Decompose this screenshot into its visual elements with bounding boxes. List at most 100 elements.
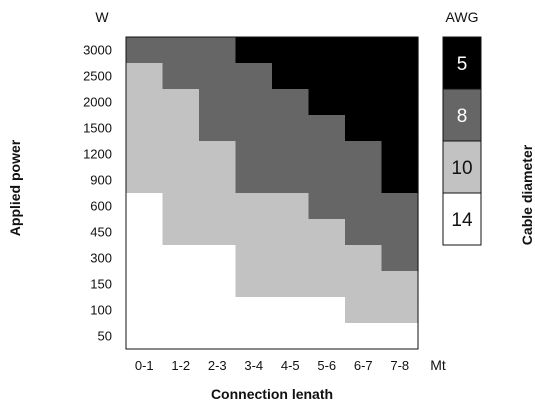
y-tick-label: 600 bbox=[90, 199, 112, 214]
heatmap-cell bbox=[162, 245, 200, 272]
heatmap-cell bbox=[126, 89, 164, 116]
heatmap-cell bbox=[381, 89, 419, 116]
legend-title: AWG bbox=[446, 9, 479, 25]
legend-swatch bbox=[442, 88, 482, 142]
y-axis-title: Applied power bbox=[7, 139, 23, 236]
heatmap-cell bbox=[126, 37, 164, 64]
heatmap-cell bbox=[162, 141, 200, 168]
y-axis-unit: W bbox=[95, 9, 109, 25]
heatmap-cell bbox=[235, 115, 273, 142]
x-axis-title: Connection lenath bbox=[211, 386, 333, 402]
heatmap-cell bbox=[199, 323, 237, 350]
heatmap-cell bbox=[126, 271, 164, 298]
heatmap-cell bbox=[345, 141, 383, 168]
heatmap-cell bbox=[272, 193, 310, 220]
heatmap-cell bbox=[126, 219, 164, 246]
heatmap-cell bbox=[345, 63, 383, 90]
heatmap-cell bbox=[199, 245, 237, 272]
heatmap-cell bbox=[308, 141, 346, 168]
heatmap-cell bbox=[235, 63, 273, 90]
y-tick-labels: 3000 2500 2000 1500 1200 900 600 450 300 150 100 50 bbox=[83, 43, 112, 344]
legend-awg-label: 14 bbox=[451, 210, 473, 231]
heatmap-cell bbox=[235, 323, 273, 350]
heatmap-cell bbox=[345, 219, 383, 246]
legend-swatch bbox=[442, 192, 482, 246]
heatmap-cell bbox=[272, 297, 310, 324]
y-tick-label: 900 bbox=[90, 173, 112, 188]
heatmap-cell bbox=[162, 37, 200, 64]
heatmap-cell bbox=[199, 271, 237, 298]
heatmap-cell bbox=[345, 37, 383, 64]
legend-swatch bbox=[442, 140, 482, 194]
heatmap-cell bbox=[235, 167, 273, 194]
heatmap-cell bbox=[162, 167, 200, 194]
legend-awg-label: 8 bbox=[457, 106, 468, 127]
legend-awg-label: 10 bbox=[451, 158, 472, 179]
x-axis-unit: Mt bbox=[430, 357, 446, 373]
heatmap-cell bbox=[126, 115, 164, 142]
heatmap-cell bbox=[381, 63, 419, 90]
heatmap-cell bbox=[126, 167, 164, 194]
heatmap-cell bbox=[381, 297, 419, 324]
heatmap-cell bbox=[345, 89, 383, 116]
heatmap-cell bbox=[308, 271, 346, 298]
x-tick-label: 0-1 bbox=[135, 358, 154, 373]
plot-frame bbox=[125, 36, 419, 350]
legend-side-label: Cable diameter bbox=[519, 144, 535, 245]
heatmap-cell bbox=[381, 141, 419, 168]
heatmap-cell bbox=[272, 245, 310, 272]
heatmap-cell bbox=[308, 219, 346, 246]
heatmap-cell bbox=[308, 245, 346, 272]
heatmap-cell bbox=[381, 245, 419, 272]
heatmap-cell bbox=[199, 115, 237, 142]
heatmap-cell bbox=[235, 297, 273, 324]
heatmap-cell bbox=[308, 89, 346, 116]
heatmap-cell bbox=[345, 323, 383, 350]
heatmap-cell bbox=[199, 193, 237, 220]
heatmap-cell bbox=[235, 193, 273, 220]
heatmap-cell bbox=[381, 219, 419, 246]
heatmap-cell bbox=[345, 271, 383, 298]
heatmap-cell bbox=[345, 245, 383, 272]
y-tick-label: 2500 bbox=[83, 69, 112, 84]
heatmap-cell bbox=[235, 219, 273, 246]
heatmap-cell bbox=[162, 271, 200, 298]
x-tick-label: 4-5 bbox=[281, 358, 300, 373]
heatmap-cell bbox=[308, 115, 346, 142]
heatmap-cell bbox=[272, 219, 310, 246]
heatmap-cell bbox=[272, 141, 310, 168]
x-tick-label: 5-6 bbox=[317, 358, 336, 373]
heatmap-cell bbox=[199, 219, 237, 246]
heatmap-cell bbox=[162, 323, 200, 350]
heatmap-cell bbox=[162, 89, 200, 116]
heatmap-cell bbox=[272, 323, 310, 350]
heatmap-cell bbox=[308, 37, 346, 64]
heatmap-cell bbox=[126, 297, 164, 324]
heatmap-cell bbox=[199, 141, 237, 168]
heatmap-cell bbox=[272, 167, 310, 194]
heatmap-cell bbox=[235, 245, 273, 272]
heatmap-cell bbox=[235, 271, 273, 298]
heatmap-cell bbox=[272, 89, 310, 116]
heatmap-cell bbox=[381, 37, 419, 64]
heatmap-cell bbox=[162, 297, 200, 324]
x-tick-label: 2-3 bbox=[208, 358, 227, 373]
legend-awg-label: 5 bbox=[457, 54, 468, 75]
legend: 5 8 10 14 bbox=[442, 36, 482, 246]
heatmap-cell bbox=[308, 167, 346, 194]
heatmap-cell bbox=[126, 323, 164, 350]
heatmap-cell bbox=[272, 63, 310, 90]
heatmap-cell bbox=[235, 37, 273, 64]
heatmap-cell bbox=[126, 245, 164, 272]
heatmap-cell bbox=[345, 167, 383, 194]
heatmap-cell bbox=[381, 193, 419, 220]
heatmap-cell bbox=[381, 167, 419, 194]
heatmap-cell bbox=[345, 193, 383, 220]
heatmap-cell bbox=[126, 141, 164, 168]
heatmap-cell bbox=[381, 323, 419, 350]
heatmap-cell bbox=[235, 141, 273, 168]
heatmap-cell bbox=[345, 115, 383, 142]
heatmap-cell bbox=[126, 193, 164, 220]
y-tick-label: 450 bbox=[90, 225, 112, 240]
